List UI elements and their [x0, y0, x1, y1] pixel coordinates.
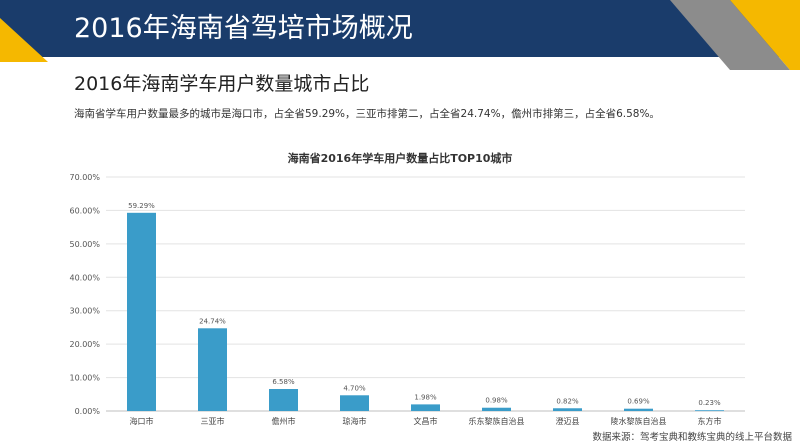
data-label: 0.82% [556, 397, 579, 405]
bar [269, 389, 298, 411]
x-axis-ticks: 海口市 三亚市 儋州市 琼海市 文昌市 乐东黎族自治县 澄迈县 陵水黎族自治县 东方市 [130, 416, 722, 426]
data-label: 1.98% [414, 393, 437, 401]
y-tick-label: 70.00% [69, 173, 100, 182]
bar [411, 404, 440, 411]
source-note: 数据来源：驾考宝典和教练宝典的线上平台数据 [592, 432, 792, 443]
data-label: 0.23% [698, 399, 721, 407]
x-tick-label: 海口市 [130, 416, 154, 426]
bar [198, 328, 227, 411]
y-tick-label: 40.00% [69, 273, 100, 282]
data-label: 4.70% [343, 384, 366, 392]
yellow-corner-left [0, 18, 48, 62]
data-label: 6.58% [272, 378, 295, 386]
data-label: 0.69% [627, 398, 650, 406]
data-label: 24.74% [199, 317, 226, 325]
y-tick-label: 20.00% [69, 340, 100, 349]
x-tick-label: 文昌市 [414, 416, 438, 426]
data-label: 0.98% [485, 397, 508, 405]
bar [127, 212, 156, 411]
yellow-corner-right [730, 0, 800, 70]
chart-title: 海南省2016年学车用户数量占比TOP10城市 [287, 152, 513, 165]
x-tick-label: 乐东黎族自治县 [469, 416, 525, 426]
bars [127, 212, 724, 412]
header-decoration [0, 0, 800, 70]
y-tick-label: 50.00% [69, 240, 100, 249]
bar [624, 408, 653, 411]
y-tick-label: 10.00% [69, 374, 100, 383]
y-tick-label: 30.00% [69, 307, 100, 316]
data-labels: 59.29% 24.74% 6.58% 4.70% 1.98% 0.98% 0.82% 0.6… [128, 202, 721, 407]
gray-stripe-right [670, 0, 790, 70]
bar [340, 395, 369, 411]
x-tick-label: 澄迈县 [556, 416, 580, 426]
y-axis-ticks: 0.00% 10.00% 20.00% 30.00% 40.00% 50.00% 60.00… [69, 173, 100, 416]
section-description: 海南省学车用户数量最多的城市是海口市，占全省59.29%，三亚市排第二，占全省2… [74, 108, 660, 120]
data-label: 59.29% [128, 202, 155, 210]
x-tick-label: 琼海市 [343, 416, 367, 426]
y-tick-label: 0.00% [75, 407, 101, 416]
y-tick-label: 60.00% [69, 206, 100, 215]
x-tick-label: 东方市 [698, 416, 722, 426]
section-title: 2016年海南学车用户数量城市占比 [74, 73, 370, 95]
header-bar [0, 0, 800, 57]
bar [695, 410, 724, 412]
page-title: 2016年海南省驾培市场概况 [74, 13, 413, 44]
bar [482, 407, 511, 411]
x-tick-label: 儋州市 [272, 416, 296, 426]
x-tick-label: 三亚市 [201, 416, 225, 426]
x-tick-label: 陵水黎族自治县 [611, 416, 667, 426]
bar [553, 408, 582, 411]
